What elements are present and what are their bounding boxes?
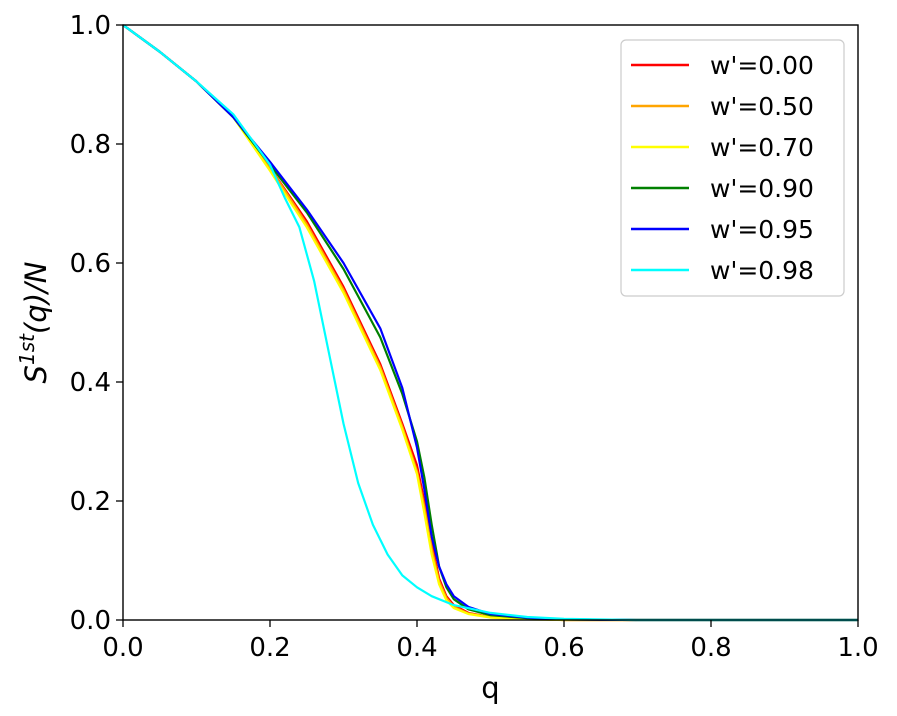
- x-tick-label: 1.0: [837, 633, 878, 663]
- legend-label-0: w'=0.00: [710, 51, 814, 80]
- y-axis-label-base: S: [19, 365, 53, 383]
- x-tick-label: 0.4: [396, 633, 437, 663]
- legend-label-1: w'=0.50: [710, 92, 814, 121]
- y-axis-label: S1st(q)/N: [15, 262, 53, 384]
- plot-frame: [122, 24, 859, 621]
- legend-label-2: w'=0.70: [710, 133, 814, 162]
- y-tick-label: 0.4: [70, 368, 111, 398]
- y-axis-label-superscript: 1st: [15, 333, 39, 365]
- legend-label-4: w'=0.95: [710, 215, 814, 244]
- y-tick-label: 0.2: [70, 487, 111, 517]
- x-tick-label: 0.6: [543, 633, 584, 663]
- y-tick-label: 0.0: [70, 606, 111, 636]
- y-tick-label: 0.8: [70, 130, 111, 160]
- x-tick-label: 0.2: [249, 633, 290, 663]
- x-tick-label: 0.0: [102, 633, 143, 663]
- y-axis-label-rest: (q)/N: [19, 262, 53, 335]
- x-tick-label: 0.8: [690, 633, 731, 663]
- axis-ticks: 0.0 0.2 0.4 0.6 0.8 1.0 0.0 0.2 0.4 0.6 0.8 1.0: [70, 11, 879, 663]
- legend-label-5: w'=0.98: [710, 256, 814, 285]
- y-tick-label: 1.0: [70, 11, 111, 41]
- series-line-5: [122, 24, 858, 622]
- legend-box: [620, 39, 845, 297]
- legend: w'=0.00 w'=0.50 w'=0.70 w'=0.90 w'=0.95 w'=0.…: [620, 39, 845, 297]
- y-tick-label: 0.6: [70, 249, 111, 279]
- x-axis-label: q: [481, 671, 499, 705]
- legend-label-3: w'=0.90: [710, 174, 814, 203]
